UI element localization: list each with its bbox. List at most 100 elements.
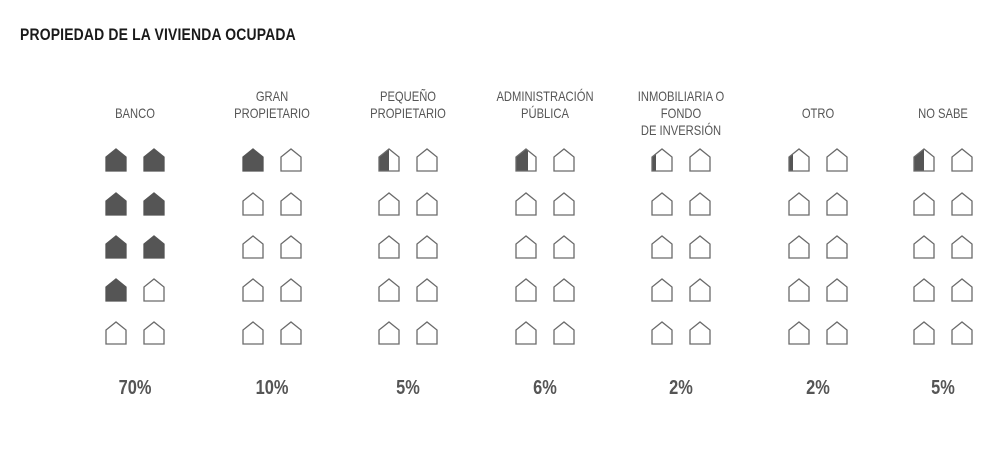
house-icon-fill	[379, 149, 389, 171]
house-icon-outline	[951, 235, 973, 259]
house-icon-outline	[105, 278, 127, 302]
house-icon	[913, 235, 935, 259]
house-icon	[553, 278, 575, 302]
house-icon	[515, 278, 537, 302]
percentage-label: 5%	[396, 377, 420, 399]
house-icon-outline	[788, 321, 810, 345]
house-icon-outline	[280, 192, 302, 216]
house-icon-outline	[143, 235, 165, 259]
house-icon	[651, 278, 673, 302]
house-icon	[951, 278, 973, 302]
house-icon-outline	[280, 278, 302, 302]
house-icon-outline	[553, 321, 575, 345]
house-icon	[913, 278, 935, 302]
house-icon	[143, 192, 165, 216]
house-icon-outline	[416, 278, 438, 302]
house-icon-outline	[913, 321, 935, 345]
house-icon-outline	[280, 321, 302, 345]
house-icon	[280, 235, 302, 259]
house-icon	[143, 235, 165, 259]
house-icon-outline	[689, 192, 711, 216]
house-icon-outline	[280, 235, 302, 259]
house-icon	[280, 192, 302, 216]
house-icon-fill	[144, 193, 164, 215]
category-label: INMOBILIARIA O FONDO DE INVERSIÓN	[637, 88, 725, 138]
house-icon	[105, 235, 127, 259]
percentage-label: 10%	[255, 377, 289, 399]
house-icon	[143, 321, 165, 345]
house-icon-fill	[106, 236, 126, 258]
house-icon-outline	[951, 148, 973, 172]
house-icon	[689, 148, 711, 172]
house-icon-outline	[788, 278, 810, 302]
house-icon-fill	[106, 279, 126, 301]
house-icon	[105, 148, 127, 172]
house-icon-outline	[242, 278, 264, 302]
house-icon	[951, 321, 973, 345]
house-icon	[242, 235, 264, 259]
house-icon-outline	[788, 235, 810, 259]
house-icon-outline	[689, 148, 711, 172]
house-icon-outline	[515, 148, 537, 172]
category-label: ADMINISTRACIÓN PÚBLICA	[496, 88, 594, 121]
house-icon	[689, 321, 711, 345]
house-icon	[553, 235, 575, 259]
house-icon	[242, 321, 264, 345]
house-icon	[378, 192, 400, 216]
house-icon	[143, 278, 165, 302]
house-icon	[951, 235, 973, 259]
house-icon-outline	[951, 321, 973, 345]
house-icon-outline	[515, 321, 537, 345]
house-icon	[651, 148, 673, 172]
house-icon	[280, 278, 302, 302]
house-icon	[242, 278, 264, 302]
house-icon-outline	[105, 235, 127, 259]
house-icon	[788, 235, 810, 259]
house-icon-outline	[951, 278, 973, 302]
house-icon	[143, 148, 165, 172]
house-icon	[416, 235, 438, 259]
house-icon-outline	[105, 192, 127, 216]
percentage-label: 70%	[118, 377, 152, 399]
house-icon-outline	[143, 192, 165, 216]
house-icon-outline	[913, 278, 935, 302]
house-icon	[826, 192, 848, 216]
house-icon	[515, 321, 537, 345]
house-icon-outline	[553, 148, 575, 172]
house-icon	[515, 192, 537, 216]
house-icon-outline	[105, 321, 127, 345]
house-icon	[826, 278, 848, 302]
house-icon-fill	[652, 149, 656, 171]
house-icon-fill	[106, 149, 126, 171]
house-icon	[913, 192, 935, 216]
house-icon-outline	[788, 192, 810, 216]
house-icon	[826, 321, 848, 345]
house-icon	[951, 148, 973, 172]
percentage-label: 5%	[931, 377, 955, 399]
house-icon	[689, 192, 711, 216]
house-icon-outline	[651, 192, 673, 216]
house-icon	[553, 192, 575, 216]
house-icon-outline	[689, 321, 711, 345]
house-icon	[280, 321, 302, 345]
house-icon	[378, 148, 400, 172]
house-icon	[280, 148, 302, 172]
category-label: GRAN PROPIETARIO	[234, 88, 310, 121]
house-icon-outline	[689, 235, 711, 259]
house-icon-fill	[144, 149, 164, 171]
house-icon	[416, 278, 438, 302]
house-icon-outline	[826, 148, 848, 172]
house-icon-outline	[515, 278, 537, 302]
house-icon-outline	[689, 278, 711, 302]
house-icon	[378, 321, 400, 345]
house-icon-outline	[416, 192, 438, 216]
house-icon-outline	[651, 321, 673, 345]
house-icon-outline	[416, 321, 438, 345]
house-icon	[105, 278, 127, 302]
house-icon-outline	[515, 192, 537, 216]
category-label: OTRO	[801, 105, 835, 121]
category-label: NO SABE	[918, 105, 968, 121]
house-icon	[788, 321, 810, 345]
house-icon-outline	[651, 148, 673, 172]
house-icon	[788, 148, 810, 172]
